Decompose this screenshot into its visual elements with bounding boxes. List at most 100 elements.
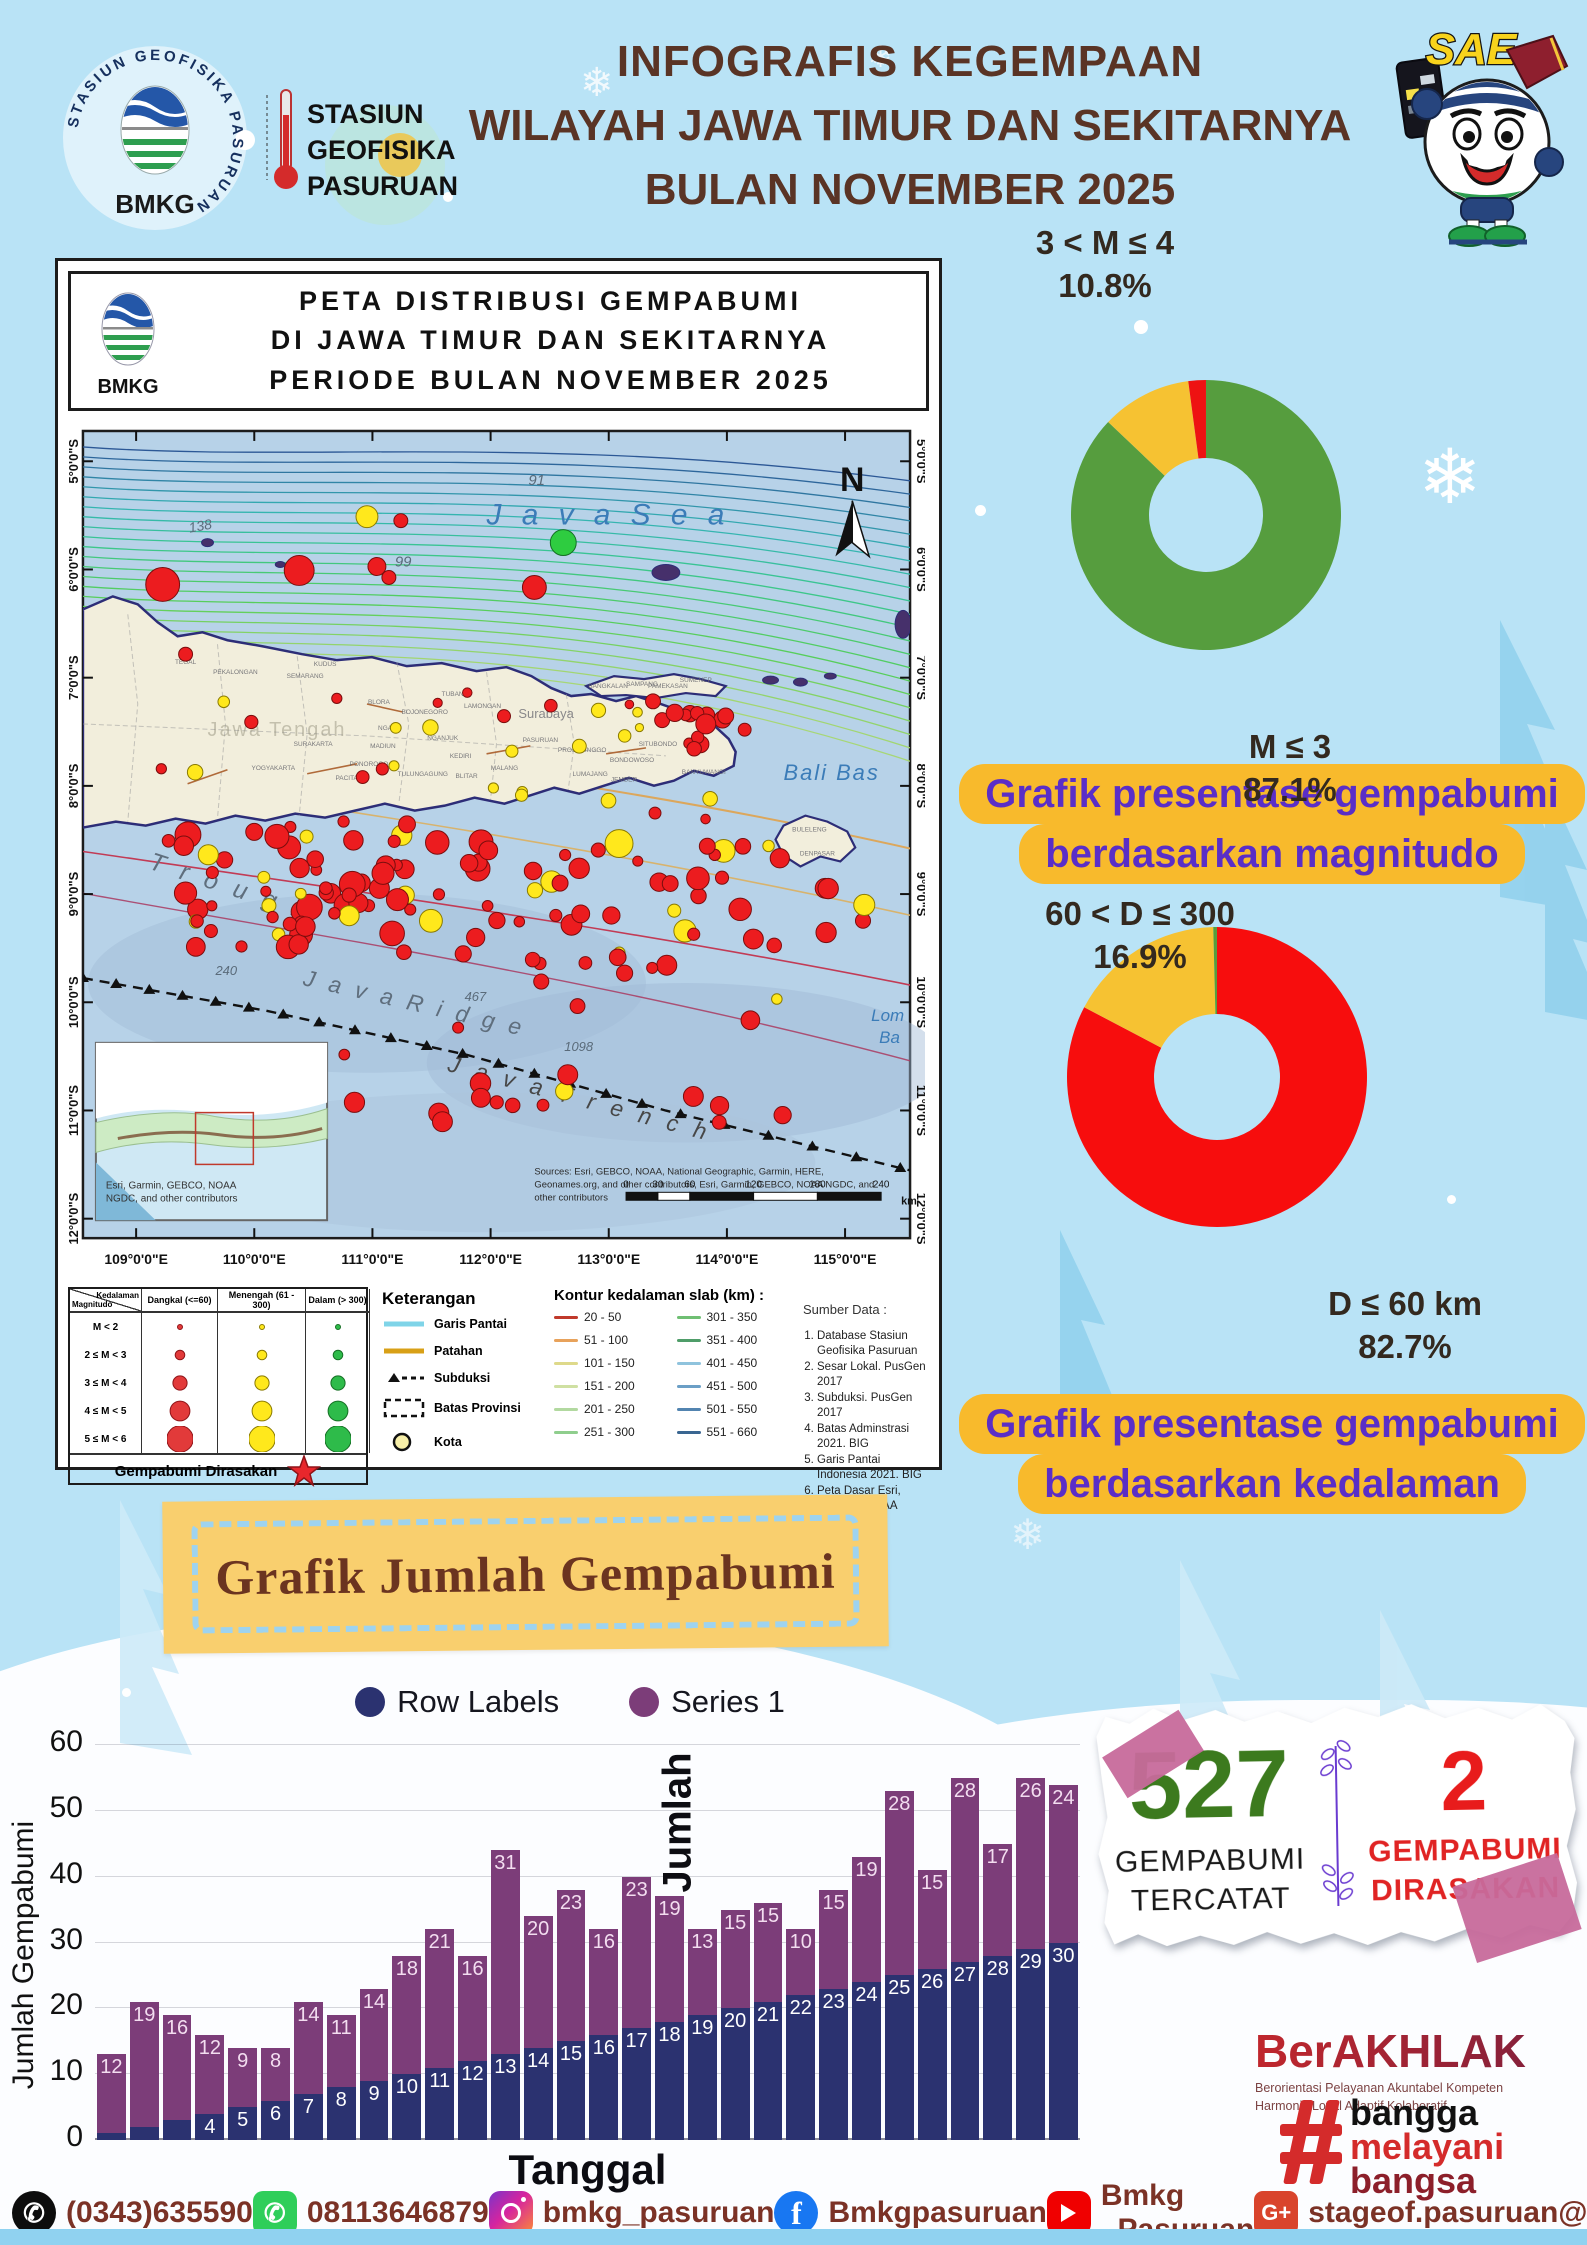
bar-day-10[interactable]: 10 18 (390, 1745, 423, 2140)
earthquake-dot-yellow[interactable] (514, 788, 529, 802)
earthquake-dot-red[interactable] (698, 837, 716, 855)
earthquake-dot-red[interactable] (385, 888, 409, 912)
earthquake-dot-red[interactable] (341, 887, 357, 903)
earthquake-dot-red[interactable] (608, 948, 627, 967)
earthquake-dot-red[interactable] (557, 1064, 579, 1086)
earthquake-dot-yellow[interactable] (355, 505, 379, 529)
donut-slice-M ≤ 3[interactable] (1071, 380, 1341, 650)
earthquake-dot-red[interactable] (387, 834, 401, 848)
earthquake-dot-yellow[interactable] (197, 844, 219, 866)
earthquake-dot-red[interactable] (260, 885, 272, 897)
earthquake-dot-red[interactable] (569, 998, 586, 1015)
bar-day-25[interactable]: 25 28 (883, 1745, 916, 2140)
earthquake-dot-red[interactable] (396, 944, 412, 961)
earthquake-dot-red[interactable] (245, 822, 264, 841)
legend-item-Series 1[interactable]: Series 1 (629, 1684, 785, 1720)
earthquake-dot-red[interactable] (590, 842, 606, 858)
earthquake-dot-red[interactable] (454, 945, 472, 963)
earthquake-dot-red[interactable] (155, 763, 167, 775)
contact-instagram[interactable]: bmkg_pasuruan (488, 2191, 774, 2235)
bar-day-18[interactable]: 18 19 (653, 1745, 686, 2140)
earthquake-dot-red[interactable] (533, 973, 550, 990)
earthquake-dot-red[interactable] (632, 855, 644, 867)
earthquake-dot-red[interactable] (602, 906, 621, 925)
earthquake-dot-red[interactable] (737, 722, 752, 737)
earthquake-dot-red[interactable] (742, 928, 764, 950)
earthquake-dot-red[interactable] (504, 1097, 521, 1114)
depth-donut-chart[interactable] (1064, 924, 1370, 1230)
earthquake-dot-red[interactable] (343, 1091, 366, 1113)
earthquake-dot-yellow[interactable] (338, 905, 360, 927)
donut-slice-60 < D ≤ 300[interactable] (1084, 927, 1216, 1048)
earthquake-dot-red[interactable] (544, 698, 558, 713)
earthquake-dot-red[interactable] (178, 646, 194, 662)
earthquake-dot-red[interactable] (452, 1021, 465, 1034)
bar-day-24[interactable]: 24 19 (850, 1745, 883, 2140)
earthquake-dot-red[interactable] (173, 881, 198, 905)
bar-day-13[interactable]: 13 31 (489, 1745, 522, 2140)
earthquake-dot-yellow[interactable] (590, 702, 607, 718)
bar-day-7[interactable]: 7 14 (292, 1745, 325, 2140)
earthquake-dot-red[interactable] (375, 762, 389, 776)
earthquake-dot-red[interactable] (682, 1085, 704, 1107)
earthquake-dot-red[interactable] (488, 911, 506, 930)
earthquake-dot-yellow[interactable] (853, 893, 876, 916)
earthquake-dot-yellow[interactable] (617, 729, 632, 743)
earthquake-dot-red[interactable] (648, 806, 662, 820)
donut-slice-other[interactable] (1188, 380, 1206, 459)
earthquake-dot-red[interactable] (425, 830, 450, 855)
earthquake-dot-red[interactable] (571, 904, 591, 924)
earthquake-dot-red[interactable] (459, 854, 479, 873)
earthquake-dot-red[interactable] (686, 866, 710, 891)
earthquake-dot-red[interactable] (496, 709, 511, 724)
earthquake-dot-red[interactable] (466, 927, 486, 948)
earthquake-dot-yellow[interactable] (571, 738, 587, 754)
earthquake-dot-red[interactable] (717, 707, 735, 725)
earthquake-dot-yellow[interactable] (388, 760, 400, 772)
donut-slice-3 < M ≤ 4[interactable] (1108, 381, 1199, 476)
earthquake-dot-red[interactable] (185, 936, 206, 957)
earthquake-dot-red[interactable] (393, 513, 409, 529)
earthquake-dot-red[interactable] (690, 887, 707, 905)
earthquake-dot-yellow[interactable] (422, 719, 439, 736)
earthquake-dot-red[interactable] (244, 714, 259, 730)
earthquake-dot-red[interactable] (355, 770, 370, 784)
earthquake-dot-red[interactable] (398, 815, 416, 834)
bar-day-14[interactable]: 14 20 (522, 1745, 555, 2140)
earthquake-dot-red[interactable] (295, 916, 316, 937)
earthquake-dot-red[interactable] (215, 851, 234, 869)
earthquake-dot-red[interactable] (282, 916, 298, 932)
earthquake-dot-yellow[interactable] (505, 744, 519, 758)
earthquake-dot-red[interactable] (328, 907, 341, 920)
earthquake-dot-red[interactable] (203, 924, 218, 939)
earthquake-dot-yellow[interactable] (261, 898, 277, 914)
contact-facebook[interactable]: f Bmkgpasuruan (774, 2191, 1047, 2235)
earthquake-dot-red[interactable] (536, 1098, 550, 1112)
bar-day-12[interactable]: 12 16 (456, 1745, 489, 2140)
earthquake-dot-red[interactable] (734, 838, 752, 855)
bar-day-30[interactable]: 30 24 (1047, 1745, 1080, 2140)
magnitude-donut-chart[interactable] (1063, 372, 1349, 658)
earthquake-dot-red[interactable] (665, 703, 684, 722)
earthquake-dot-yellow[interactable] (526, 882, 544, 899)
earthquake-dot-yellow[interactable] (555, 1082, 574, 1101)
earthquake-dot-red[interactable] (264, 823, 290, 849)
earthquake-dot-yellow[interactable] (299, 829, 314, 844)
earthquake-dot-red[interactable] (568, 857, 590, 880)
earthquake-dot-red[interactable] (478, 840, 499, 861)
earthquake-dot-red[interactable] (283, 555, 315, 586)
contact-whatsapp[interactable]: ✆ 08113646879 (252, 2191, 489, 2235)
earthquake-dot-yellow[interactable] (702, 790, 718, 807)
earthquake-dot-red[interactable] (432, 697, 443, 708)
bar-day-28[interactable]: 28 17 (981, 1745, 1014, 2140)
bar-day-11[interactable]: 11 21 (423, 1745, 456, 2140)
earthquake-dot-red[interactable] (817, 877, 839, 900)
bar-day-20[interactable]: 20 15 (719, 1745, 752, 2140)
bar-day-1[interactable]: 12 (95, 1745, 128, 2140)
earthquake-dot-yellow[interactable] (634, 722, 645, 733)
bar-day-26[interactable]: 26 15 (916, 1745, 949, 2140)
earthquake-dot-yellow[interactable] (487, 782, 499, 794)
earthquake-dot-yellow[interactable] (667, 903, 682, 918)
